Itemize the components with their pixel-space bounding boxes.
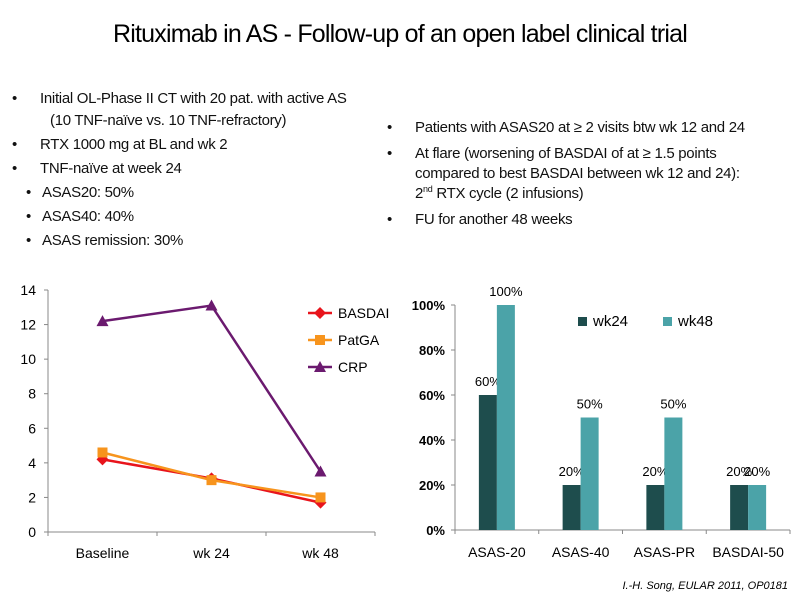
sub-bullet-asas-remission: ASAS remission: 30%: [10, 231, 400, 251]
data-label-wk48-basdai-50: 20%: [744, 464, 770, 479]
bar-chart: 0% 20% 40% 60% 80% 100% ASAS-20 60% 100% ASAS-40 2…: [412, 285, 791, 560]
data-label-wk48-asas-40: 50%: [577, 397, 603, 412]
legend-marker-patga: [315, 335, 325, 345]
data-label-wk24-asas-20: 60%: [475, 374, 501, 389]
cycle-text: RTX cycle (2 infusions): [432, 185, 584, 202]
point-patga-wk-24: [206, 475, 217, 486]
line-chart-y-tick-label: 12: [20, 317, 36, 333]
bar-wk24-asas-20: [478, 395, 497, 530]
legend-marker-crp: [314, 361, 326, 372]
bullet-at-flare-line2: compared to best BASDAI between wk 12 an…: [415, 165, 740, 182]
bar-wk24-asas-40: [562, 485, 581, 530]
legend-label-crp: CRP: [338, 359, 368, 375]
bar-chart-x-label-asas-20: ASAS-20: [468, 544, 526, 560]
bullet-at-flare: At flare (worsening of BASDAI of at ≥ 1.…: [385, 144, 785, 204]
line-chart-y-tick-label: 10: [20, 351, 36, 367]
bullet-at-flare-line3: 2nd RTX cycle (2 infusions): [415, 184, 785, 204]
line-chart-y-tick-label: 6: [28, 420, 36, 436]
point-crp-wk-48: [314, 465, 327, 477]
line-chart-y-tick-label: 8: [28, 386, 36, 402]
bar-chart-y-tick-label: 100%: [412, 298, 446, 313]
sub-bullet-asas20: ASAS20: 50%: [10, 183, 400, 203]
data-label-wk24-basdai-50: 20%: [726, 464, 752, 479]
bullet-trial-design: Initial OL-Phase II CT with 20 pat. with…: [10, 89, 400, 109]
point-crp-baseline: [96, 315, 109, 327]
line-chart-y-tick-label: 2: [28, 489, 36, 505]
series-line-crp: [102, 304, 322, 473]
line-chart-x-label-baseline: Baseline: [76, 545, 130, 561]
bullet-at-flare-line1: At flare (worsening of BASDAI of at ≥ 1.…: [415, 145, 717, 162]
line-chart: 0 2 4 6 8 10 12 14 Baseline wk 24 wk 48 BASDAI PatGA…: [20, 282, 389, 561]
bullet-rtx-dosing: RTX 1000 mg at BL and wk 2: [10, 135, 400, 155]
bullet-tnf-naive: TNF-naïve at week 24: [10, 159, 400, 179]
bar-wk48-asas-20: [496, 305, 515, 530]
bullet-follow-up: FU for another 48 weeks: [385, 210, 785, 230]
point-crp-wk-24: [205, 299, 218, 311]
bar-wk48-basdai-50: [748, 485, 767, 530]
right-bullet-list: Patients with ASAS20 at ≥ 2 visits btw w…: [385, 118, 785, 236]
bullet-trial-design-continued: (10 TNF-naïve vs. 10 TNF-refractory): [50, 112, 287, 129]
point-patga-baseline: [97, 447, 108, 458]
bullet-patients-asas20: Patients with ASAS20 at ≥ 2 visits btw w…: [385, 118, 785, 138]
bar-chart-x-label-asas-pr: ASAS-PR: [634, 544, 695, 560]
cycle-ordinal-suffix: nd: [423, 184, 433, 194]
line-chart-y-tick-label: 0: [28, 524, 36, 540]
bar-wk24-basdai-50: [730, 485, 749, 530]
page-title: Rituximab in AS - Follow-up of an open l…: [113, 20, 688, 48]
line-chart-x-label-wk-24: wk 24: [192, 545, 230, 561]
legend-label-patga: PatGA: [338, 332, 380, 348]
legend-swatch-wk48: [663, 317, 672, 326]
sub-bullet-asas40: ASAS40: 40%: [10, 207, 400, 227]
legend-label-wk24: wk24: [592, 313, 628, 330]
bar-chart-y-tick-label: 60%: [419, 388, 445, 403]
legend-label-wk48: wk48: [677, 313, 713, 330]
data-label-wk24-asas-pr: 20%: [642, 464, 668, 479]
bar-chart-y-tick-label: 0%: [426, 523, 445, 538]
data-label-wk48-asas-pr: 50%: [660, 397, 686, 412]
bar-wk48-asas-pr: [664, 417, 683, 530]
cycle-number: 2: [415, 185, 424, 202]
data-label-wk48-asas-20: 100%: [489, 285, 523, 299]
data-label-wk24-asas-40: 20%: [559, 464, 585, 479]
bar-chart-x-label-basdai-50: BASDAI-50: [712, 544, 784, 560]
bar-wk24-asas-pr: [646, 485, 665, 530]
left-bullet-list: Initial OL-Phase II CT with 20 pat. with…: [10, 89, 400, 255]
citation: I.-H. Song, EULAR 2011, OP0181: [622, 580, 789, 592]
line-chart-y-tick-label: 4: [28, 455, 36, 471]
bar-chart-y-tick-label: 20%: [419, 478, 445, 493]
legend-label-basdai: BASDAI: [338, 305, 389, 321]
bar-chart-y-tick-label: 80%: [419, 343, 445, 358]
line-chart-x-label-wk-48: wk 48: [301, 545, 339, 561]
legend-swatch-wk24: [578, 317, 587, 326]
bar-wk48-asas-40: [580, 417, 599, 530]
bar-chart-y-tick-label: 40%: [419, 433, 445, 448]
bar-chart-x-label-asas-40: ASAS-40: [552, 544, 610, 560]
line-chart-y-tick-label: 14: [20, 282, 36, 298]
point-patga-wk-48: [315, 492, 326, 503]
legend-marker-basdai: [314, 307, 326, 319]
